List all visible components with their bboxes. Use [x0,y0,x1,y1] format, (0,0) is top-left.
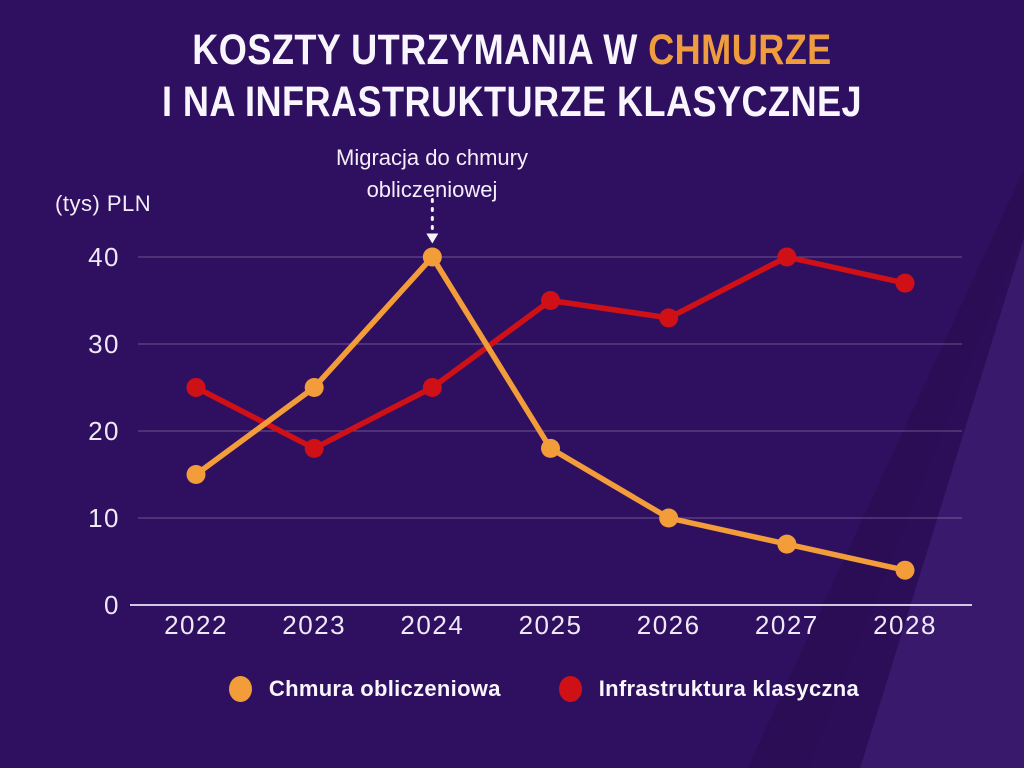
legend-item-classic: Infrastruktura klasyczna [558,676,860,702]
marker-infrastruktura-klasyczna-2023 [304,438,324,458]
legend-label-cloud: Chmura obliczeniowa [268,676,501,701]
chart-annotation: Migracja do chmury obliczeniowej [336,142,528,206]
legend-dot-cloud-icon [228,676,252,702]
chart-title: KOSZTY UTRZYMANIA W CHMURZE I NA INFRAST… [0,24,1024,128]
marker-infrastruktura-klasyczna-2026 [659,308,679,328]
marker-chmura-obliczeniowa-2025 [541,438,561,458]
marker-infrastruktura-klasyczna-2024 [422,378,442,397]
y-tick-label-10: 10 [88,503,120,533]
legend-dot-classic-icon [558,676,582,702]
x-tick-label-2028: 2028 [873,610,937,640]
marker-chmura-obliczeniowa-2027 [777,534,797,554]
marker-infrastruktura-klasyczna-2025 [541,291,561,310]
y-axis-unit-label: (tys) PLN [55,191,152,216]
chart-annotation-line1: Migracja do chmury [336,145,528,170]
marker-chmura-obliczeniowa-2022 [186,465,206,484]
x-tick-label-2027: 2027 [755,610,819,640]
chart-title-line1: KOSZTY UTRZYMANIA W CHMURZE [82,24,942,76]
marker-chmura-obliczeniowa-2023 [304,378,324,397]
legend-item-cloud: Chmura obliczeniowa [228,676,501,702]
marker-chmura-obliczeniowa-2024 [422,247,442,267]
y-tick-label-0: 0 [104,590,120,620]
y-tick-label-40: 40 [88,242,120,272]
x-tick-label-2025: 2025 [519,610,583,640]
marker-chmura-obliczeniowa-2028 [895,560,915,580]
chart-title-line1-white: KOSZTY UTRZYMANIA W [192,26,649,74]
legend-label-classic: Infrastruktura klasyczna [598,676,860,701]
marker-infrastruktura-klasyczna-2022 [186,378,206,397]
marker-infrastruktura-klasyczna-2028 [895,273,915,293]
chart-annotation-line2: obliczeniowej [366,177,498,202]
y-tick-label-30: 30 [88,329,120,359]
x-tick-label-2024: 2024 [400,610,464,640]
chart-title-line2: I NA INFRASTRUKTURZE KLASYCZNEJ [162,78,862,126]
x-tick-label-2022: 2022 [164,610,228,640]
x-tick-label-2026: 2026 [637,610,701,640]
chart-legend: Chmura obliczeniowa Infrastruktura klasy… [0,676,1024,702]
y-tick-label-20: 20 [88,416,120,446]
marker-chmura-obliczeniowa-2026 [659,508,679,528]
x-tick-label-2023: 2023 [282,610,346,640]
series-line-infrastruktura-klasyczna [193,254,908,452]
annotation-arrow-head-icon [426,233,439,244]
chart-title-line1-accent: CHMURZE [648,26,832,74]
marker-infrastruktura-klasyczna-2027 [777,247,797,267]
